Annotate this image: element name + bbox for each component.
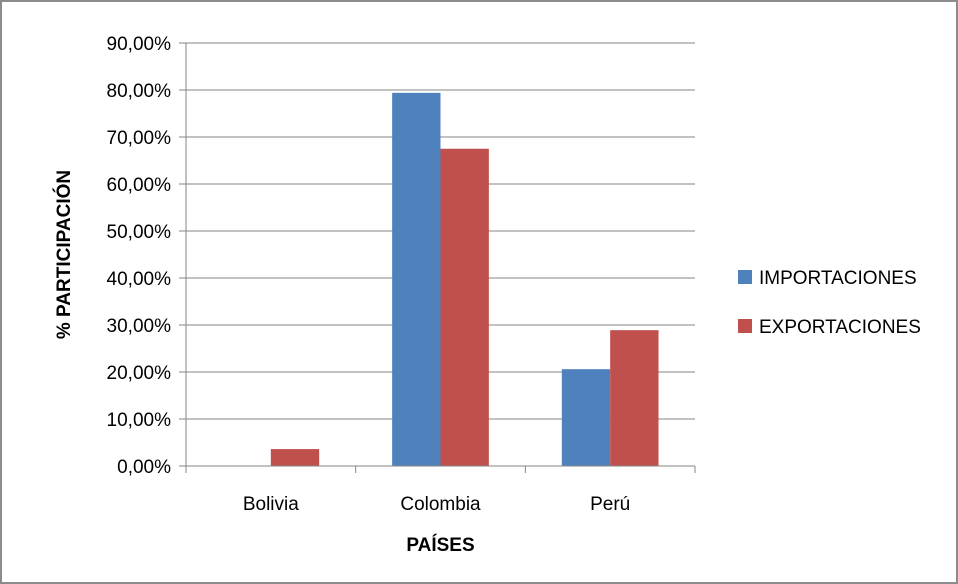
bar-exportaciones-perú [610,330,659,466]
y-tick-labels: 0,00% 10,00% 20,00% 30,00% 40,00% 50,00% 60,00… [107,34,172,478]
x-tick-label: Colombia [400,494,481,515]
legend-swatch-exportaciones [738,319,752,333]
bar-importaciones-perú [561,369,611,466]
y-tick-label: 30,00% [107,316,172,337]
x-axis-title: PAÍSES [406,534,474,556]
x-tick-label: Bolivia [243,494,299,515]
legend-label-exportaciones: EXPORTACIONES [759,317,921,338]
legend-label-importaciones: IMPORTACIONES [759,268,917,289]
axes [179,42,696,473]
y-tick-label: 20,00% [107,363,172,384]
y-tick-label: 50,00% [107,222,172,243]
x-tick-labels: Bolivia Colombia Perú [243,494,630,515]
y-tick-label: 90,00% [107,34,172,55]
bar-exportaciones-bolivia [270,449,320,466]
bars [270,92,659,466]
y-axis-title: % PARTICIPACIÓN [53,170,75,339]
x-tick-label: Perú [590,494,630,515]
bar-importaciones-colombia [392,92,441,466]
legend-swatch-importaciones [738,270,752,284]
y-tick-label: 60,00% [107,175,172,196]
bar-exportaciones-colombia [440,148,489,466]
y-tick-label: 80,00% [107,81,172,102]
y-tick-label: 10,00% [107,410,172,431]
y-tick-label: 40,00% [107,269,172,290]
legend: IMPORTACIONES EXPORTACIONES [738,268,921,338]
y-tick-label: 70,00% [107,128,172,149]
y-tick-label: 0,00% [117,457,171,478]
